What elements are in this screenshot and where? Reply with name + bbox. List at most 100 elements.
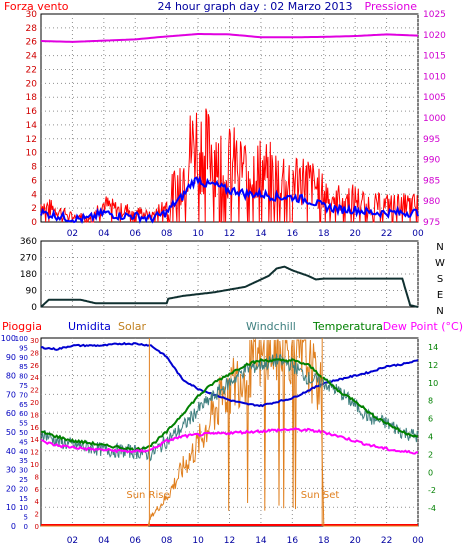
humidity-minor-tick-label: 15 [19,495,28,503]
pressure-tick-label: 1015 [423,52,446,62]
x-tick-label-wind: 02 [67,229,78,239]
humidity-minor-tick-label: 90 [19,354,28,362]
temperature-tick-label: 10 [428,379,438,388]
x-tick-label-climate: 08 [161,536,173,546]
dewpoint-series [40,427,419,455]
compass-letter: N [436,242,443,253]
x-tick-label-wind: 14 [255,229,267,239]
rain-tick-label: 16 [30,424,39,432]
x-tick-label-climate: 00 [412,536,424,546]
wind-tick-label: 14 [26,121,38,131]
rain-tick-label: 10 [30,461,39,469]
pressure-tick-label: 1000 [423,114,446,124]
temperature-series [40,358,419,453]
humidity-minor-tick-label: 80 [19,373,28,381]
rain-tick-label: 6 [35,486,40,494]
wind-speed-label: Forza vento [4,0,69,13]
direction-tick-label: 270 [20,254,37,264]
humidity-minor-tick-label: 25 [19,476,28,484]
humidity-minor-tick-label: 45 [19,438,28,446]
rain-tick-label: 12 [30,449,39,457]
compass-letter: N [436,306,443,317]
rain-tick-label: 20 [30,399,39,407]
humidity-tick-label: 10 [6,503,16,512]
temperature-tick-label: 4 [428,432,433,441]
rain-tick-label: 30 [30,337,39,345]
wind-tick-label: 18 [26,93,38,103]
pressure-series [40,33,419,43]
humidity-minor-tick-label: 100 [15,335,28,343]
humidity-minor-tick-label: 60 [19,410,28,418]
humidity-tick-label: 80 [6,372,16,381]
x-tick-label-wind: 10 [192,229,204,239]
pressure-tick-label: 1025 [423,10,446,20]
pressure-tick-label: 1020 [423,31,446,41]
humidity-minor-tick-label: 35 [19,457,28,465]
humidity-tick-label: 40 [6,447,16,456]
x-tick-label-climate: 12 [224,536,235,546]
rain-tick-label: 2 [35,511,39,519]
legend-solar: Solar [118,320,147,333]
humidity-minor-tick-label: 55 [19,420,28,428]
x-tick-label-wind: 04 [98,229,110,239]
pressure-tick-label: 990 [423,156,440,166]
x-tick-label-wind: 06 [130,229,142,239]
humidity-series [40,341,419,408]
x-tick-label-climate: 06 [130,536,142,546]
rain-tick-label: 24 [30,374,39,382]
wind-tick-label: 24 [26,52,38,62]
rain-tick-label: 22 [30,387,39,395]
wind-tick-label: 12 [26,135,37,145]
wind-gust-series [40,108,419,223]
humidity-tick-label: 100 [1,334,16,343]
rain-tick-label: 4 [35,498,40,506]
direction-tick-label: 0 [31,303,37,313]
temperature-tick-label: 6 [428,415,433,424]
wind-tick-label: 2 [31,204,37,214]
compass-letter: W [435,258,445,269]
wind-tick-label: 26 [26,38,38,48]
humidity-minor-tick-label: 50 [19,429,28,437]
rain-tick-label: 14 [30,436,39,444]
pressure-tick-label: 1005 [423,93,446,103]
pressure-tick-label: 980 [423,197,440,207]
x-tick-label-climate: 20 [349,536,361,546]
humidity-minor-tick-label: 10 [19,504,28,512]
pressure-tick-label: 975 [423,218,440,228]
tick-label-layer: 0202040406060808101012121414161618182020… [1,10,446,546]
wind-tick-label: 6 [31,176,37,186]
humidity-minor-tick-label: 40 [19,448,28,456]
x-tick-label-climate: 16 [287,536,299,546]
x-tick-label-wind: 20 [349,229,361,239]
wind-tick-label: 28 [26,24,38,34]
wind-tick-label: 16 [26,107,38,117]
legend-windchill: Windchill [246,320,296,333]
humidity-tick-label: 90 [6,353,16,362]
humidity-minor-tick-label: 65 [19,401,28,409]
temperature-tick-label: 12 [428,361,438,370]
humidity-tick-label: 60 [6,409,16,418]
wind-tick-label: 30 [26,10,38,20]
direction-tick-label: 360 [20,237,37,247]
legend-rain: Pioggia [2,320,42,333]
sun-set-label: Sun Set [301,490,340,501]
temperature-tick-label: 0 [428,468,433,477]
x-tick-label-wind: 08 [161,229,173,239]
humidity-minor-tick-label: 5 [24,514,28,522]
compass-letter: E [437,290,443,301]
direction-tick-label: 180 [20,270,37,280]
legend-humidity: Umidita [68,320,111,333]
x-tick-label-climate: 22 [381,536,392,546]
humidity-minor-tick-label: 85 [19,363,28,371]
x-tick-label-wind: 16 [287,229,299,239]
temperature-tick-label: 14 [428,343,438,352]
rain-tick-label: 18 [30,411,39,419]
pressure-tick-label: 1010 [423,72,446,82]
rain-tick-label: 26 [30,362,39,370]
pressure-tick-label: 985 [423,176,440,186]
x-tick-label-climate: 04 [98,536,110,546]
legend-temperature: Temperatura [312,320,383,333]
x-tick-label-wind: 18 [318,229,330,239]
temperature-tick-label: 2 [428,450,433,459]
